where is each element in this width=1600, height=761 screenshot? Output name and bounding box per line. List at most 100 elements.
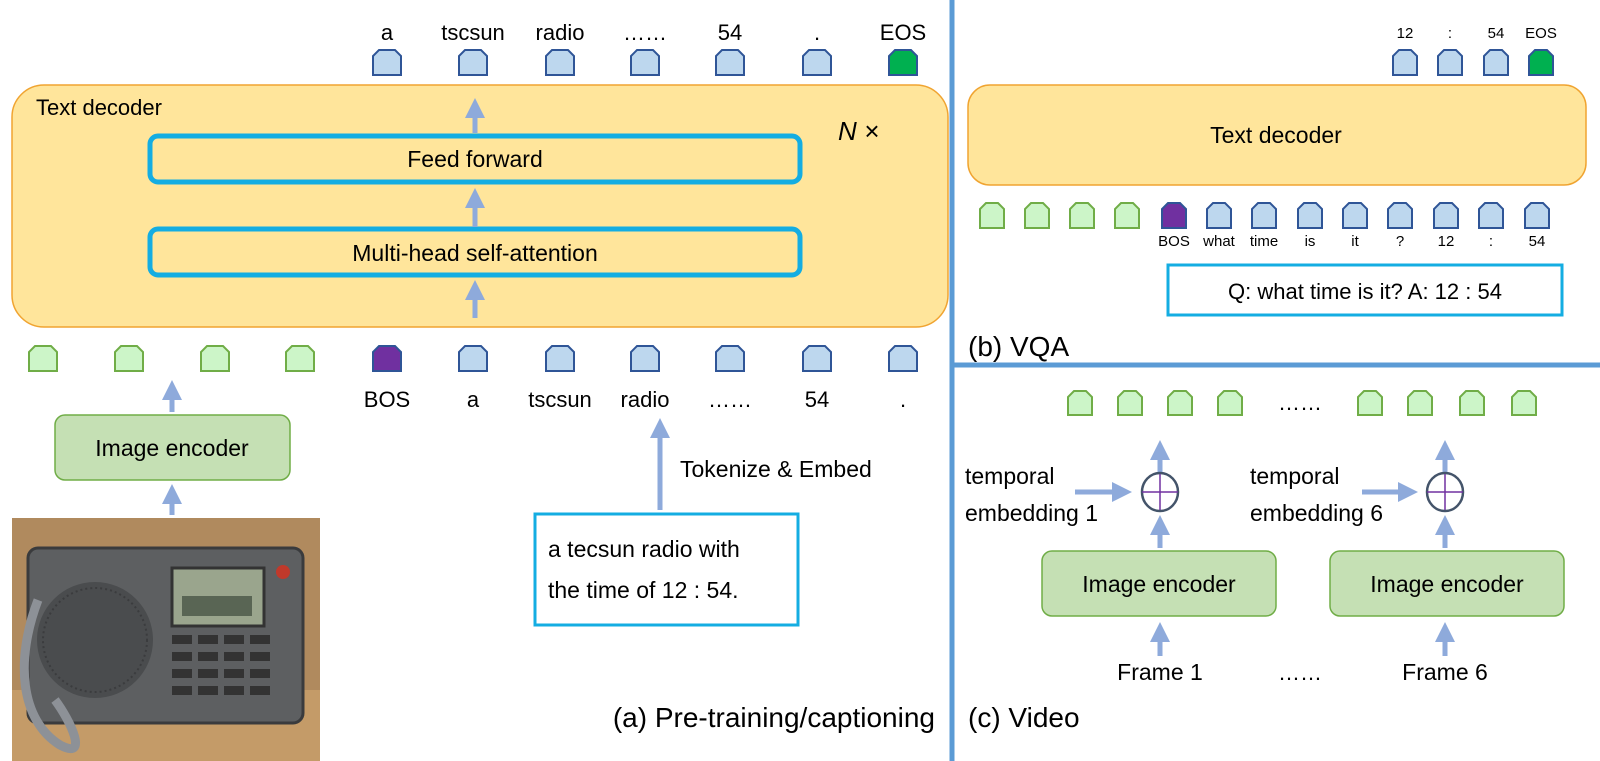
token-label: EOS [880,20,926,45]
video-image-encoder-6 [1329,550,1565,617]
token-label: 54 [1488,25,1505,42]
video-image-encoder-1-label: Image encoder [1082,571,1236,597]
token-label: radio [621,387,670,412]
token-label: is [1305,233,1316,250]
text-token [630,49,660,76]
video-image-encoder-1 [1041,550,1277,617]
frame-ellipsis: …… [1278,660,1322,685]
image-token [28,345,58,372]
text-token [1524,202,1550,229]
image-token [1217,390,1243,416]
token-label: BOS [1158,233,1190,250]
text-token [545,49,575,76]
temporal-label-1b: embedding 1 [965,500,1098,526]
text-token [458,49,488,76]
qa-text: Q: what time is it? A: 12 : 54 [1228,279,1502,304]
text-token [1251,202,1277,229]
image-token [1407,390,1433,416]
token-label: tscsun [441,20,505,45]
token-label: 12 [1397,25,1414,42]
text-token [1433,202,1459,229]
bos-token [372,345,402,372]
token-label: . [900,387,906,412]
token-label: . [814,20,820,45]
attention-block [147,226,803,278]
arrows-c [1075,440,1455,656]
repeat-label: N × [838,116,879,146]
text-token [802,345,832,372]
panel-caption-c: (c) Video [968,702,1080,733]
panel-caption-a: (a) Pre-training/captioning [613,702,935,733]
image-token [1024,202,1050,229]
token-label: : [1448,25,1452,42]
text-token [1483,49,1509,76]
image-token [1117,390,1143,416]
attention-label: Multi-head self-attention [352,240,597,266]
eos-token [888,49,918,76]
image-token [1067,390,1093,416]
add-icon [1425,471,1465,513]
token-label: …… [623,20,667,45]
bos-token [1161,202,1187,229]
panel-video: …… temporal embedding 1 temporal embeddi… [965,390,1565,733]
caption-line-2: the time of 12 : 54. [548,577,739,603]
text-token [630,345,660,372]
text-token [1342,202,1368,229]
token-label: it [1351,233,1359,250]
text-token [458,345,488,372]
vqa-text-decoder-label: Text decoder [1210,122,1342,148]
image-token [200,345,230,372]
text-token [1297,202,1323,229]
input-tokens-a: BOS a tscsun radio …… 54. [28,345,918,412]
image-encoder-block [54,414,291,481]
token-label: radio [536,20,585,45]
text-token [715,345,745,372]
image-token [1114,202,1140,229]
text-token [1206,202,1232,229]
token-label: 54 [718,20,742,45]
input-tokens-b: BOS what time is it? 12: 54 [979,202,1550,250]
text-token [802,49,832,76]
text-token [372,49,402,76]
eos-token [1528,49,1554,76]
temporal-label-6a: temporal [1250,463,1339,489]
token-label: a [381,20,394,45]
image-token [1357,390,1383,416]
image-token [1167,390,1193,416]
token-label: …… [708,387,752,412]
image-encoder-label: Image encoder [95,435,249,461]
token-label: EOS [1525,25,1557,42]
text-token [545,345,575,372]
token-label: time [1250,233,1278,250]
token-label: : [1489,233,1493,250]
feed-forward-block [147,133,803,185]
feed-forward-label: Feed forward [407,146,543,172]
video-token-ellipsis: …… [1278,390,1322,415]
caption-box [533,512,800,627]
panel-pretraining: Text decoder N × Feed forward Multi-head… [11,20,949,761]
text-token [1387,202,1413,229]
frame-1-label: Frame 1 [1117,659,1203,685]
arrows-a [162,98,670,515]
image-token [114,345,144,372]
token-label: a [467,387,480,412]
token-label: 54 [1529,233,1546,250]
token-label: ? [1396,233,1404,250]
output-tokens-a: a tscsun radio …… 54. EOS [372,20,926,76]
video-tokens [1067,390,1537,416]
radio-photo [12,518,320,761]
text-decoder-block [11,84,949,328]
token-label: BOS [364,387,410,412]
text-token [1392,49,1418,76]
image-token [1511,390,1537,416]
frame-6-label: Frame 6 [1402,659,1488,685]
panel-caption-b: (b) VQA [968,331,1069,362]
text-token [888,345,918,372]
output-tokens-b: 12: 54 EOS [1392,25,1557,76]
tokenize-label: Tokenize & Embed [680,456,872,482]
text-decoder-label: Text decoder [36,95,162,120]
text-token [1437,49,1463,76]
vqa-text-decoder-block [967,84,1587,186]
panel-vqa: 12: 54 EOS Text decoder BOS what time is it? 12… [967,25,1587,362]
